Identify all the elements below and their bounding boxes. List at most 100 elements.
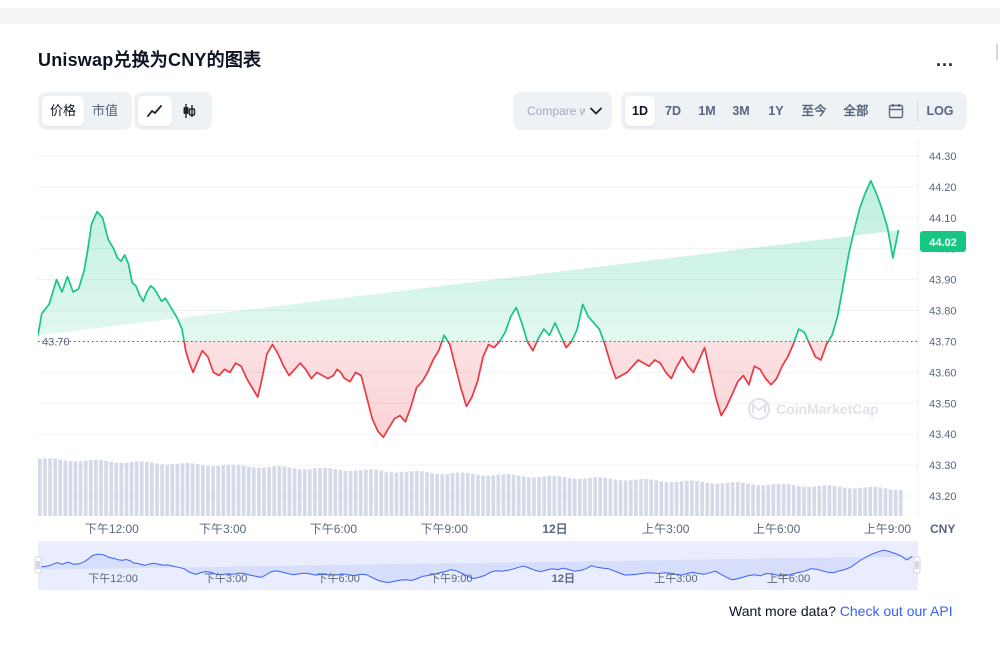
volume-bar bbox=[88, 459, 93, 516]
volume-bar bbox=[786, 484, 791, 516]
volume-bar bbox=[170, 464, 175, 516]
range-all[interactable]: 全部 bbox=[843, 104, 869, 118]
volume-bar bbox=[348, 470, 353, 516]
volume-bar bbox=[613, 479, 618, 516]
volume-bar bbox=[394, 472, 399, 516]
volume-bars bbox=[38, 458, 903, 516]
top-strip bbox=[0, 0, 1000, 8]
volume-bar bbox=[623, 480, 628, 516]
chart-type-toggle bbox=[134, 92, 212, 130]
range-divider bbox=[917, 101, 918, 121]
volume-bar bbox=[201, 465, 205, 516]
page-title: Uniswap兑换为CNY的图表 bbox=[38, 50, 262, 70]
x-tick-label: 上午3:00 bbox=[642, 522, 690, 536]
tab-price[interactable]: 价格 bbox=[42, 96, 85, 126]
navigator-tick-label: 下午6:00 bbox=[317, 572, 360, 585]
volume-bar bbox=[206, 465, 210, 516]
volume-bar bbox=[740, 482, 745, 516]
volume-bar bbox=[455, 472, 460, 516]
x-tick-label: 下午3:00 bbox=[199, 522, 247, 536]
volume-bar bbox=[119, 463, 124, 516]
y-axis-ticks: 44.3044.2044.1044.0043.9043.8043.7043.60… bbox=[929, 151, 957, 503]
volume-bar bbox=[669, 482, 674, 516]
volume-bar bbox=[583, 478, 587, 516]
price-area bbox=[38, 179, 900, 439]
api-link[interactable]: Check out our API bbox=[839, 603, 953, 619]
volume-bar bbox=[853, 488, 857, 516]
volume-bar bbox=[399, 472, 404, 516]
volume-bar bbox=[883, 488, 888, 516]
line-chart-button[interactable] bbox=[138, 96, 172, 126]
range-selector: 1D 7D 1M 3M 1Y 至今 全部 LOG bbox=[621, 92, 967, 130]
x-tick-label: 12日 bbox=[542, 522, 567, 536]
volume-bar bbox=[414, 470, 419, 516]
currency-label: CNY bbox=[930, 522, 955, 536]
area-fill-up bbox=[38, 180, 899, 342]
y-tick-label: 43.90 bbox=[929, 275, 957, 287]
volume-bar bbox=[776, 483, 781, 516]
navigator-tick-label: 下午3:00 bbox=[204, 572, 247, 585]
y-tick-label: 43.60 bbox=[929, 367, 957, 379]
volume-bar bbox=[109, 461, 114, 516]
volume-bar bbox=[78, 461, 83, 516]
volume-bar bbox=[94, 459, 98, 516]
volume-bar bbox=[450, 473, 455, 516]
range-1d[interactable]: 1D bbox=[625, 96, 655, 126]
volume-bar bbox=[481, 475, 485, 516]
range-navigator[interactable] bbox=[37, 541, 918, 590]
volume-bar bbox=[277, 466, 282, 516]
volume-bar bbox=[246, 466, 251, 516]
volume-bar bbox=[684, 480, 689, 516]
volume-bar bbox=[435, 473, 440, 516]
range-3m[interactable]: 3M bbox=[732, 104, 750, 118]
volume-bar bbox=[791, 485, 796, 516]
volume-bar bbox=[251, 467, 256, 516]
volume-bar bbox=[73, 461, 78, 516]
volume-bar bbox=[379, 470, 383, 516]
area-fill-down bbox=[184, 341, 829, 438]
candlestick-button[interactable] bbox=[172, 96, 206, 126]
compare-dropdown[interactable]: Compare with bbox=[513, 92, 612, 130]
price-line-up bbox=[38, 179, 900, 342]
calendar-button[interactable] bbox=[877, 96, 915, 126]
range-7d[interactable]: 7D bbox=[665, 104, 681, 118]
volume-bar bbox=[486, 475, 490, 516]
price-chart[interactable]: 43.70 CoinMarketCap 44.3044.2044.1044.00… bbox=[0, 140, 1000, 600]
volume-bar bbox=[888, 489, 893, 516]
api-prefix: Want more data? bbox=[729, 603, 836, 619]
candlestick-icon bbox=[183, 104, 196, 118]
volume-bar bbox=[389, 472, 394, 516]
navigator-left-handle[interactable] bbox=[34, 556, 42, 574]
y-tick-label: 43.70 bbox=[929, 336, 957, 348]
range-1m[interactable]: 1M bbox=[698, 104, 716, 118]
y-tick-label: 43.20 bbox=[929, 491, 957, 503]
more-options-button[interactable]: ... bbox=[936, 50, 955, 70]
volume-bar bbox=[63, 460, 68, 516]
volume-bar bbox=[460, 472, 465, 516]
volume-bar bbox=[445, 473, 450, 516]
volume-bar bbox=[567, 478, 572, 516]
volume-bar bbox=[562, 477, 567, 516]
y-tick-label: 44.20 bbox=[929, 182, 957, 194]
volume-bar bbox=[598, 477, 603, 516]
calendar-icon bbox=[888, 104, 904, 119]
volume-bar bbox=[858, 488, 862, 516]
volume-bar bbox=[430, 473, 434, 516]
volume-bar bbox=[700, 481, 704, 516]
coinmarketcap-watermark: CoinMarketCap bbox=[747, 397, 879, 421]
volume-bar bbox=[160, 464, 164, 516]
volume-bar bbox=[537, 476, 541, 516]
volume-bar bbox=[48, 458, 52, 516]
volume-bar bbox=[664, 481, 669, 516]
range-ytd[interactable]: 至今 bbox=[801, 104, 827, 118]
y-tick-label: 43.30 bbox=[929, 460, 957, 472]
log-scale-button[interactable]: LOG bbox=[926, 104, 954, 118]
volume-bar bbox=[730, 482, 735, 516]
tab-market-cap[interactable]: 市值 bbox=[92, 103, 119, 118]
x-tick-label: 上午6:00 bbox=[753, 522, 801, 536]
y-tick-label: 43.50 bbox=[929, 398, 957, 410]
range-1y[interactable]: 1Y bbox=[768, 104, 784, 118]
volume-bar bbox=[231, 464, 236, 516]
navigator-right-handle[interactable] bbox=[913, 556, 921, 574]
x-tick-label: 下午12:00 bbox=[85, 522, 139, 536]
